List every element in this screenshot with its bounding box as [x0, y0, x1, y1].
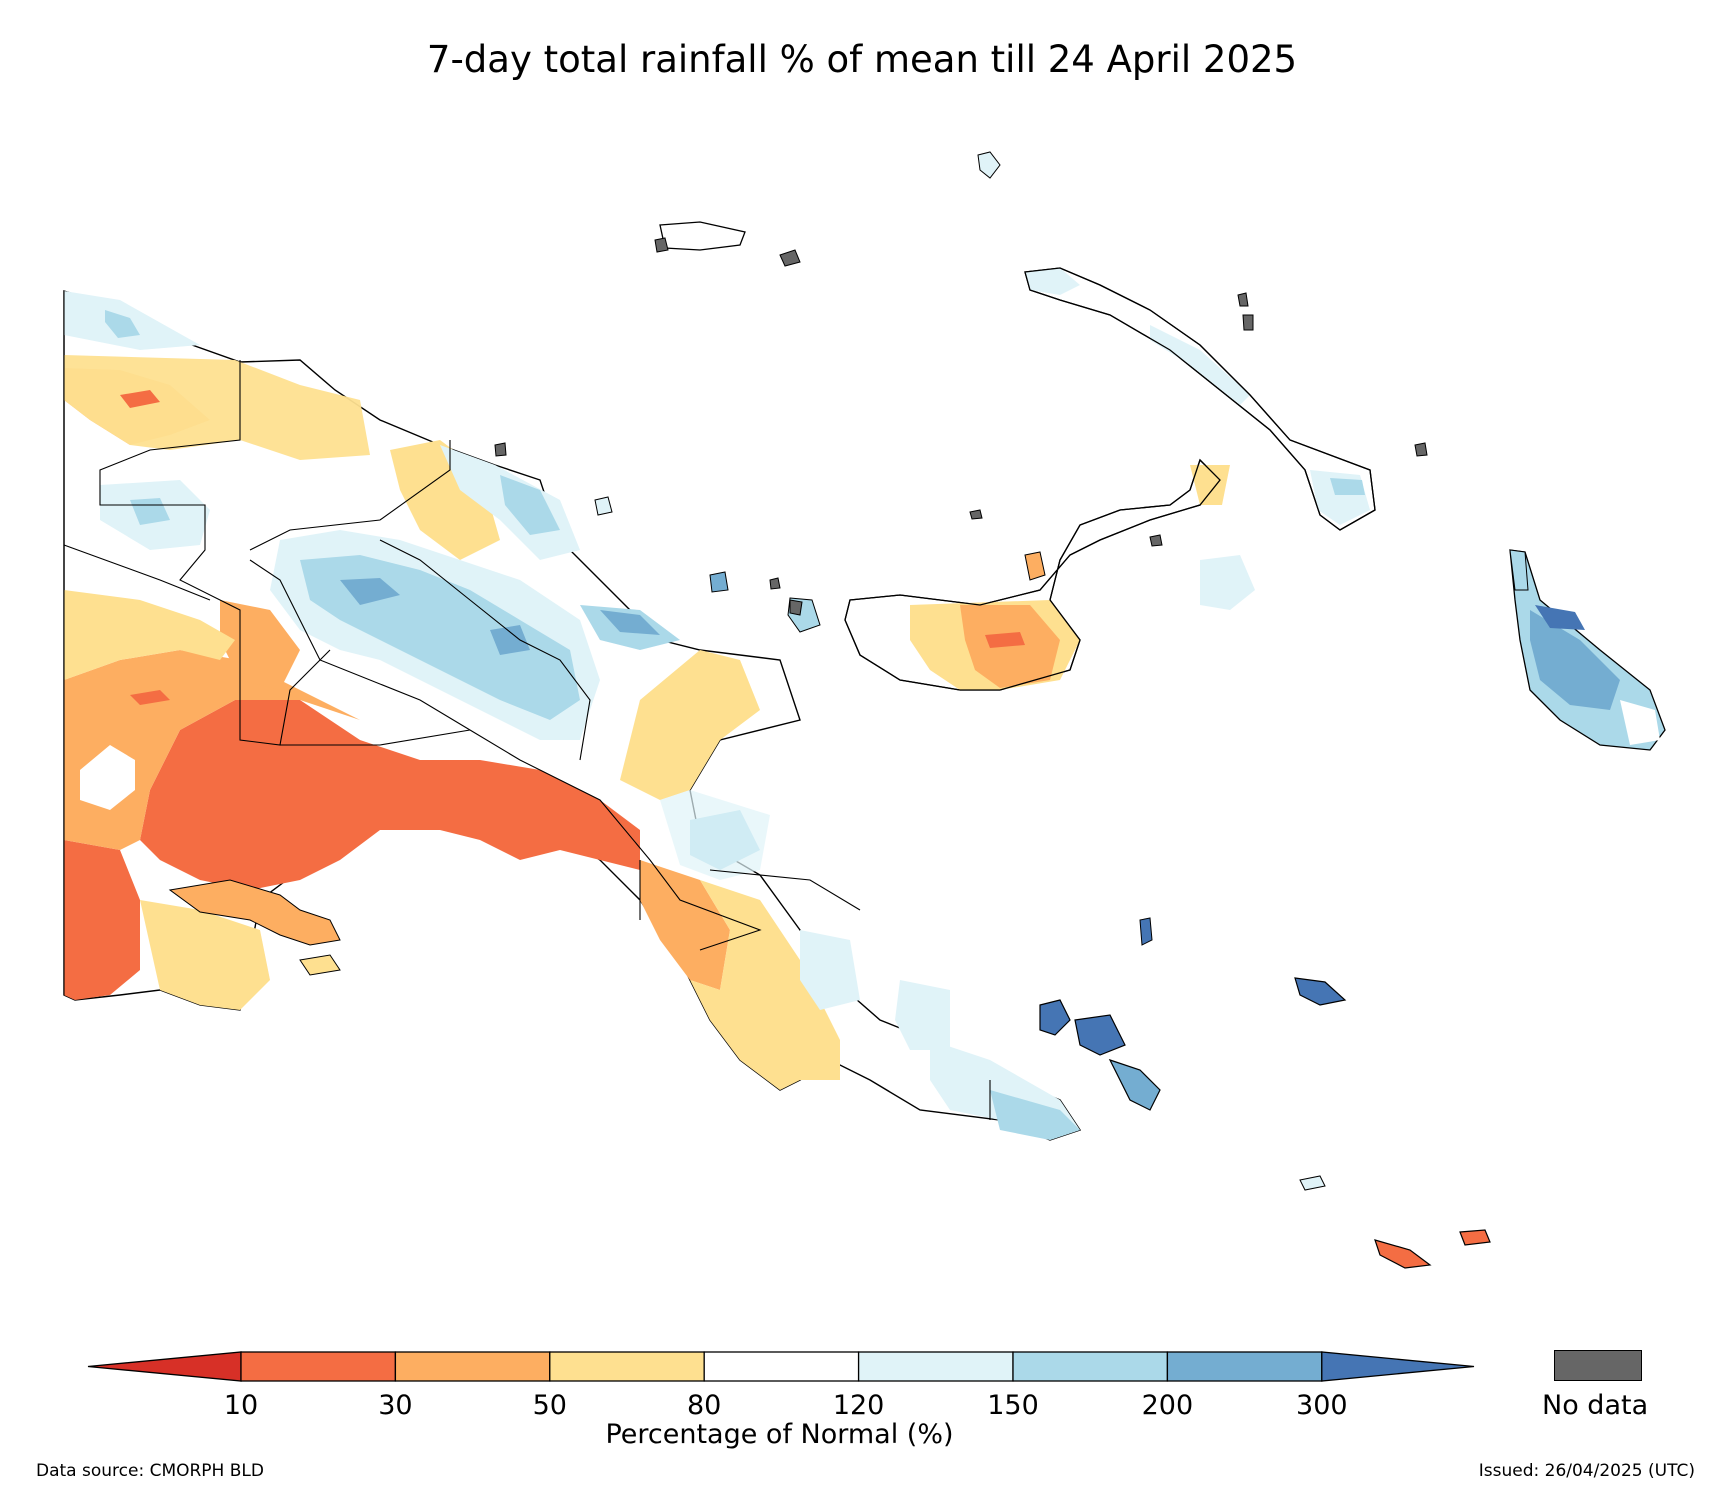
zone-120-150-north-tip: [64, 291, 200, 350]
zone-120-150-morobe: [660, 790, 770, 880]
new-britain-tip: [1024, 551, 1046, 581]
long-island: [709, 571, 729, 593]
zone-50-80-swbay: [140, 900, 270, 1010]
north-nodata-5: [969, 509, 983, 520]
colorbar-segment: [549, 1351, 705, 1382]
zone-150-200-north-tip: [105, 310, 140, 338]
colorbar-segment: [1012, 1351, 1169, 1382]
buka: [1509, 549, 1529, 591]
colorbar-segment: [857, 1351, 1014, 1382]
bougainville-200-300: [1530, 610, 1620, 710]
new-britain-30-50: [960, 605, 1060, 688]
trobriand-island: [1139, 917, 1153, 946]
zone-120-150-oro: [800, 930, 860, 1010]
north-nodata-4: [1149, 534, 1163, 547]
new-britain-10-30: [985, 632, 1025, 648]
zone-10-30-southwest: [64, 840, 140, 1000]
zone-80-120-hole: [80, 745, 135, 810]
zone-200-300-highlands2: [490, 625, 530, 655]
colorbar-tick-label: 30: [378, 1390, 413, 1421]
new-britain-north-50-80: [1190, 465, 1230, 505]
no-data-swatch: [1554, 1350, 1642, 1381]
rossel-island: [1459, 1229, 1491, 1246]
zone-50-80-west: [64, 590, 235, 680]
zone-120-150-oro2: [895, 980, 950, 1050]
bougainville-300: [1535, 605, 1585, 630]
wuvulu-nodata: [494, 442, 507, 457]
misima-island: [1299, 1175, 1326, 1191]
new-ireland-outline: [1024, 267, 1376, 531]
north-nodata-3: [1414, 442, 1428, 457]
mussau: [977, 151, 1001, 179]
sakar-nodata: [789, 599, 803, 616]
colorbar-tick-label: 80: [687, 1390, 722, 1421]
colorbar-tick-label: 120: [832, 1390, 885, 1421]
colorbar-segment: [394, 1351, 551, 1382]
colorbar-tick-label: 50: [532, 1390, 567, 1421]
data-source: Data source: CMORPH BLD: [36, 1461, 264, 1481]
new-britain-outline: [844, 458, 1221, 691]
colorbar-segment: [703, 1351, 860, 1382]
woodlark-island: [1294, 977, 1347, 1006]
no-data-label: No data: [1542, 1390, 1649, 1421]
issued-date: Issued: 26/04/2025 (UTC): [1478, 1461, 1695, 1481]
manus-nodata: [654, 237, 669, 253]
new-britain-120-150: [1200, 555, 1255, 610]
new-ireland-150-200: [1330, 478, 1365, 495]
colorbar-arrow-high: [1321, 1351, 1475, 1382]
karkar-island: [594, 496, 613, 516]
manus-east-nodata: [779, 249, 801, 267]
fergusson-island: [1074, 1014, 1126, 1056]
zone-10-30-north-spot: [120, 390, 160, 408]
colorbar-tick-label: 200: [1141, 1390, 1194, 1421]
zone-200-300-highlands: [340, 578, 400, 605]
zone-50-80-southcoast: [690, 880, 840, 1090]
colorbar-segment: [240, 1351, 397, 1382]
bougainville-south-white: [1620, 700, 1660, 745]
zone-50-80-east: [620, 650, 760, 800]
colorbar-segment: [1166, 1351, 1323, 1382]
colorbar-arrow-low: [87, 1351, 242, 1382]
fly-delta: [168, 879, 341, 946]
north-nodata-2: [1242, 314, 1254, 331]
colorbar-tick-label: 10: [223, 1390, 259, 1421]
zone-10-30-south: [140, 700, 640, 890]
colorbar-label: Percentage of Normal (%): [605, 1419, 954, 1450]
normanby-island: [1108, 1058, 1161, 1111]
manam-nodata: [769, 577, 781, 590]
new-ireland-120-150: [1025, 268, 1080, 295]
zone-150-200-northcoast: [500, 475, 560, 535]
colorbar-segments: [87, 1351, 1475, 1382]
new-ireland-120-150b: [1150, 325, 1250, 405]
colorbar-tick-label: 300: [1296, 1390, 1348, 1421]
map-title: 7-day total rainfall % of mean till 24 A…: [426, 38, 1298, 81]
zone-50-80-northwest: [64, 355, 370, 460]
zone-10-30-west-spot: [130, 690, 170, 705]
mainland: [63, 290, 1082, 1141]
zone-200-300-madang: [600, 610, 660, 635]
north-nodata-1: [1237, 292, 1249, 307]
islands: [494, 151, 1666, 1269]
goodenough-island: [1039, 999, 1071, 1036]
daru-island: [299, 954, 341, 976]
sudest-island: [1374, 1239, 1432, 1269]
province-boundaries: [63, 291, 991, 1120]
zone-150-200-milne: [990, 1090, 1080, 1140]
colorbar-tick-label: 150: [987, 1390, 1039, 1421]
